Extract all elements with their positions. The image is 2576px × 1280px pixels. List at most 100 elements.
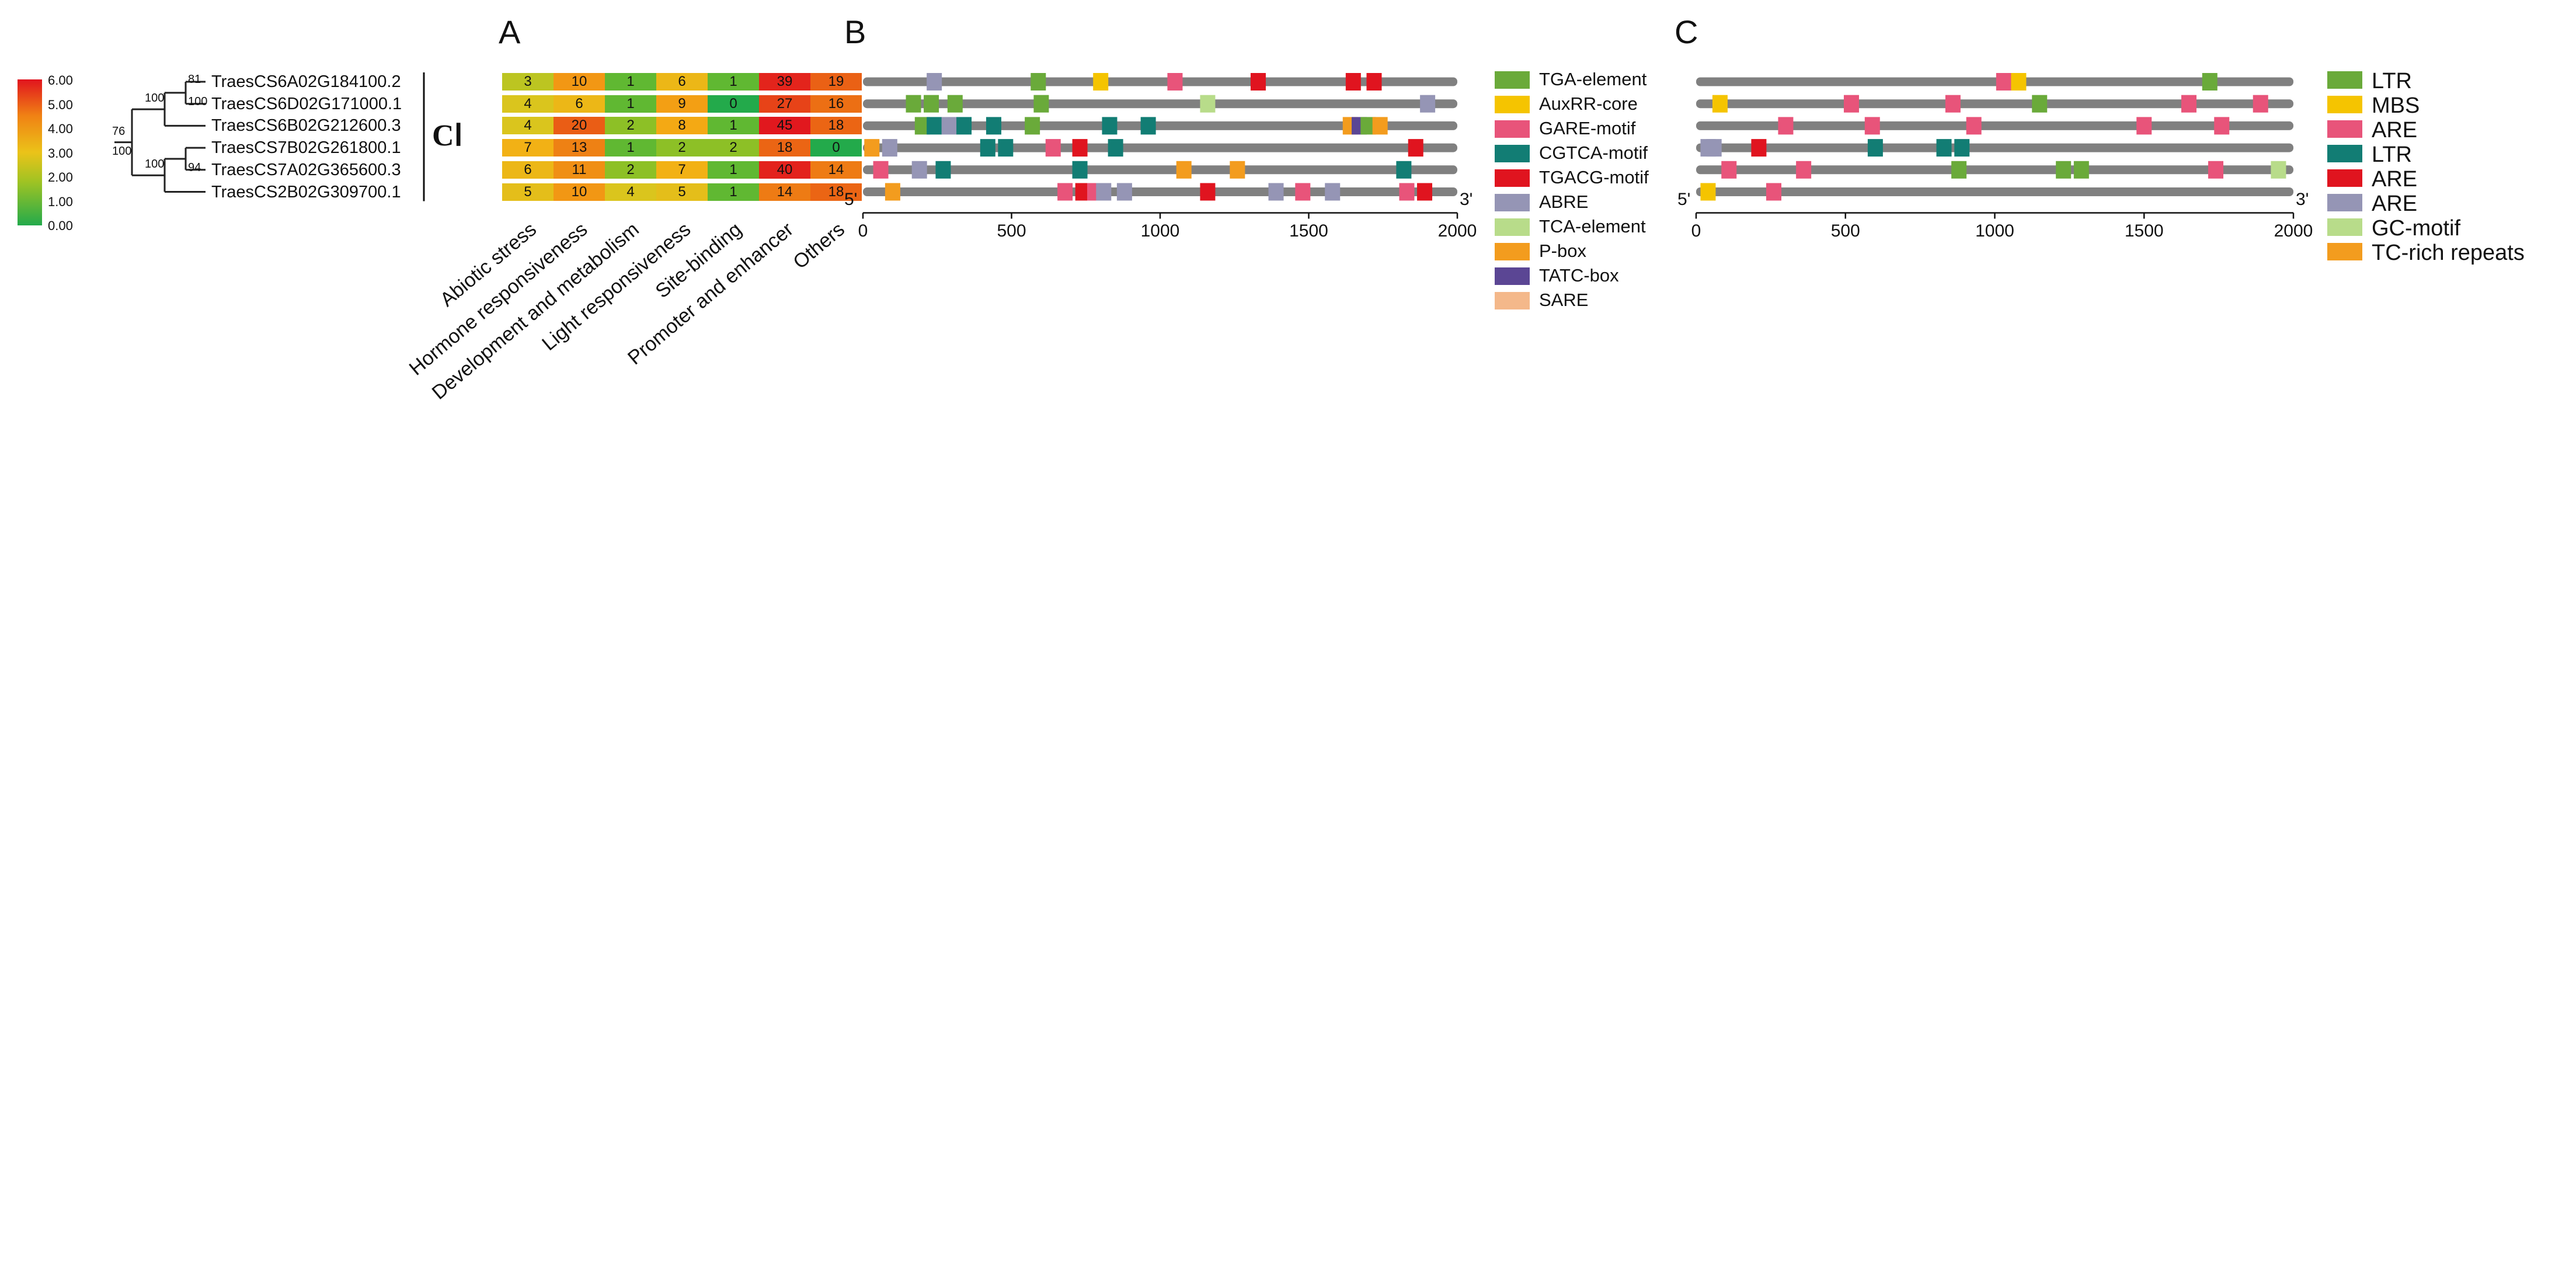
heatmap-cell: 2	[605, 161, 656, 179]
motif-box	[2032, 95, 2048, 113]
motif-box	[2181, 95, 2196, 113]
legend-swatch	[2327, 120, 2362, 138]
motif-box	[1072, 161, 1088, 179]
axis-tick-label: 0	[858, 221, 868, 241]
motif-box	[1396, 161, 1412, 179]
legend-label: P-box	[1539, 241, 1586, 261]
legend-label: ABRE	[1539, 192, 1589, 212]
legend-swatch	[2327, 71, 2362, 89]
legend-label: MBS	[2372, 93, 2420, 118]
axis-tick-label: 500	[997, 221, 1026, 241]
heatmap-cell: 18	[759, 139, 810, 157]
axis-tick-label: 1000	[1140, 221, 1180, 241]
motif-box	[2136, 117, 2152, 135]
heatmap-cell: 1	[708, 117, 759, 135]
motif-box	[1033, 95, 1049, 113]
legend-label: TGACG-motif	[1539, 167, 1649, 187]
motif-box	[1250, 73, 1266, 91]
motif-box	[1936, 139, 1952, 157]
motif-box	[906, 95, 921, 113]
heatmap-cell: 40	[759, 161, 810, 179]
heatmap-cell: 18	[810, 183, 862, 201]
heatmap-cell: 27	[759, 95, 810, 113]
motif-box	[1399, 183, 1415, 201]
motif-box	[1025, 117, 1040, 135]
legend-label: CGTCA-motif	[1539, 142, 1648, 163]
motif-box	[2271, 161, 2286, 179]
legend-swatch	[1495, 194, 1530, 211]
legend-swatch	[2327, 96, 2362, 113]
legend-swatch	[1495, 267, 1530, 285]
heatmap-cell: 16	[810, 95, 862, 113]
legend-swatch	[1495, 71, 1530, 89]
color-scale-label: 4.00	[48, 121, 73, 136]
legend-label: GC-motif	[2372, 216, 2460, 241]
motif-box	[1417, 183, 1433, 201]
axis-start-label: 5'	[1677, 189, 1691, 209]
gene-label: TraesCS6D02G171000.1	[211, 94, 402, 113]
motif-box	[1268, 183, 1284, 201]
legend-label: GARE-motif	[1539, 118, 1636, 138]
heatmap-cell: 18	[810, 117, 862, 135]
heatmap-cell: 4	[605, 183, 656, 201]
motif-box	[947, 95, 963, 113]
motif-box	[986, 117, 1001, 135]
legend-label: SARE	[1539, 290, 1589, 310]
motif-box	[1372, 117, 1388, 135]
motif-box	[1420, 95, 1436, 113]
heatmap-cell: 10	[554, 73, 605, 91]
heatmap-cell: 6	[502, 161, 554, 179]
heatmap-cell: 5	[656, 183, 708, 201]
motif-box	[911, 161, 927, 179]
color-scale-label: 0.00	[48, 218, 73, 233]
motif-box	[1295, 183, 1311, 201]
motif-box	[1867, 139, 1883, 157]
heatmap-cell: 6	[554, 95, 605, 113]
gene-bar	[1696, 165, 2293, 175]
bootstrap-value: 100	[188, 95, 208, 108]
bootstrap-value: 100	[145, 158, 165, 171]
gene-label: TraesCS6A02G184100.2	[211, 72, 401, 91]
motif-box	[1766, 183, 1781, 201]
motif-box	[2202, 73, 2218, 91]
motif-box	[980, 139, 995, 157]
panel-label-b: B	[844, 13, 866, 50]
legend-swatch	[2327, 145, 2362, 162]
gene-label: TraesCS2B02G309700.1	[211, 182, 401, 201]
heatmap-cell: 1	[708, 73, 759, 91]
heatmap-cell: 3	[502, 73, 554, 91]
motif-box	[1108, 139, 1123, 157]
axis-end-label: 3'	[2296, 189, 2309, 209]
gene-label: TraesCS7A02G365600.3	[211, 160, 401, 179]
legend-label: ARE	[2372, 118, 2418, 142]
heatmap-cell: 14	[759, 183, 810, 201]
gene-label: TraesCS6B02G212600.3	[211, 116, 401, 135]
color-scale-label: 5.00	[48, 97, 73, 112]
legend-label: ARE	[2372, 192, 2418, 216]
legend-swatch	[1495, 292, 1530, 309]
heatmap-cell: 0	[708, 95, 759, 113]
motif-box	[1102, 117, 1118, 135]
motif-box	[924, 95, 939, 113]
motif-box	[956, 117, 972, 135]
motif-box	[1796, 161, 1812, 179]
heatmap-cell: 8	[656, 117, 708, 135]
motif-box	[1843, 95, 1859, 113]
motif-box	[2056, 161, 2072, 179]
heatmap-cell: 2	[708, 139, 759, 157]
heatmap-column-label: Others	[789, 218, 849, 273]
axis-tick-label: 2000	[1437, 221, 1477, 241]
heatmap-cell: 10	[554, 183, 605, 201]
motif-box	[935, 161, 951, 179]
bootstrap-value: 81	[188, 72, 201, 86]
legend-swatch	[1495, 145, 1530, 162]
heatmap-cell: 14	[810, 161, 862, 179]
motif-box	[1116, 183, 1132, 201]
axis-end-label: 3'	[1460, 189, 1473, 209]
legend-label: ARE	[2372, 167, 2418, 192]
motif-box	[941, 117, 957, 135]
bootstrap-value: 94	[188, 161, 201, 174]
motif-box	[1057, 183, 1073, 201]
heatmap-cell: 1	[605, 139, 656, 157]
motif-box	[885, 183, 900, 201]
